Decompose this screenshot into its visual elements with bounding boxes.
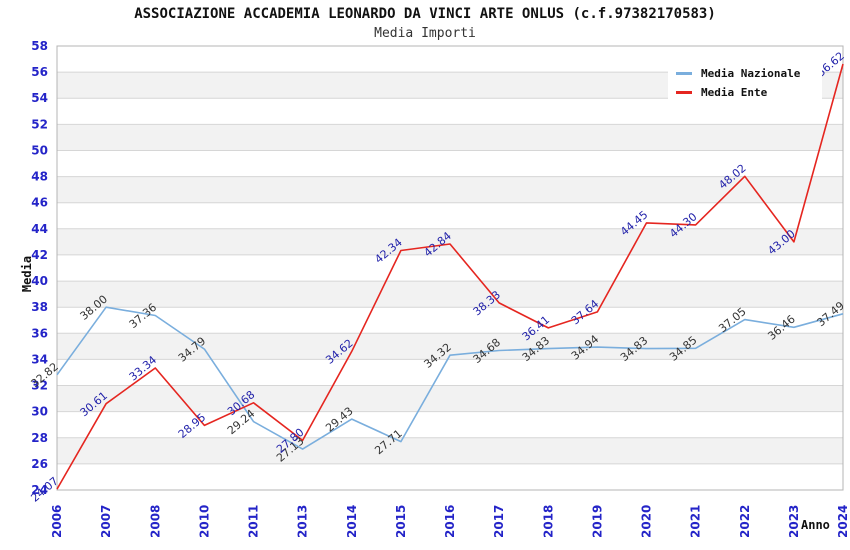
x-tick-label: 2017 (492, 505, 506, 538)
legend: Media Nazionale Media Ente (668, 58, 822, 106)
x-tick-label: 2014 (345, 505, 359, 538)
plot-band (57, 359, 843, 386)
y-tick-label: 42 (31, 248, 48, 262)
data-label: 24.07 (28, 474, 60, 504)
y-tick-label: 44 (31, 222, 48, 236)
y-tick-label: 26 (31, 457, 48, 471)
y-tick-label: 58 (31, 39, 48, 53)
x-tick-label: 2023 (787, 505, 801, 538)
y-tick-label: 30 (31, 405, 48, 419)
plot-band (57, 411, 843, 438)
series-line-media-ente (56, 63, 844, 490)
x-tick-label: 2020 (640, 505, 654, 538)
plot-band (57, 150, 843, 177)
y-tick-label: 36 (31, 326, 48, 340)
x-tick-label: 2016 (443, 505, 457, 538)
x-tick-label: 2024 (836, 505, 850, 538)
x-tick-label: 2010 (197, 505, 211, 538)
plot-band (57, 307, 843, 334)
x-axis-title: Anno (801, 518, 830, 532)
y-tick-label: 38 (31, 300, 48, 314)
plot-border (56, 45, 844, 491)
y-tick-label: 48 (31, 170, 48, 184)
y-tick-label: 52 (31, 117, 48, 131)
x-tick-label: 2007 (99, 505, 113, 538)
series-line-media-nazionale (56, 306, 844, 450)
x-tick-label: 2021 (689, 505, 703, 538)
y-tick-label: 40 (31, 274, 48, 288)
x-tick-label: 2013 (296, 505, 310, 538)
legend-swatch-nazionale-icon (676, 72, 692, 75)
x-tick-label: 2015 (394, 505, 408, 538)
y-tick-label: 34 (31, 352, 48, 366)
legend-label-ente: Media Ente (701, 86, 768, 99)
plot-band (57, 254, 843, 281)
plot-band (57, 463, 843, 490)
x-tick-label: 2022 (738, 505, 752, 538)
x-tick-label: 2011 (247, 505, 261, 538)
chart-title: ASSOCIAZIONE ACCADEMIA LEONARDO DA VINCI… (134, 6, 716, 22)
plot-band (57, 124, 843, 151)
plot-band (57, 228, 843, 255)
y-tick-label: 24 (31, 483, 48, 497)
plot-band (57, 385, 843, 412)
legend-item-media-ente: Media Ente (676, 83, 822, 102)
plot-band (57, 202, 843, 229)
y-tick-label: 32 (31, 379, 48, 393)
chart-subtitle: Media Importi (374, 26, 476, 41)
legend-label-nazionale: Media Nazionale (701, 67, 801, 80)
y-axis-title: Media (20, 255, 34, 293)
plot-band (57, 281, 843, 308)
y-tick-label: 54 (31, 91, 48, 105)
x-tick-label: 2018 (541, 505, 555, 538)
y-tick-label: 50 (31, 144, 48, 158)
x-tick-label: 2019 (590, 505, 604, 538)
plot-band (57, 437, 843, 464)
y-tick-label: 46 (31, 196, 48, 210)
legend-item-media-nazionale: Media Nazionale (676, 64, 822, 83)
y-tick-label: 28 (31, 431, 48, 445)
y-tick-label: 56 (31, 65, 48, 79)
plot-band (57, 176, 843, 203)
legend-swatch-ente-icon (676, 91, 692, 94)
x-tick-label: 2008 (148, 505, 162, 538)
x-tick-label: 2006 (50, 505, 64, 538)
